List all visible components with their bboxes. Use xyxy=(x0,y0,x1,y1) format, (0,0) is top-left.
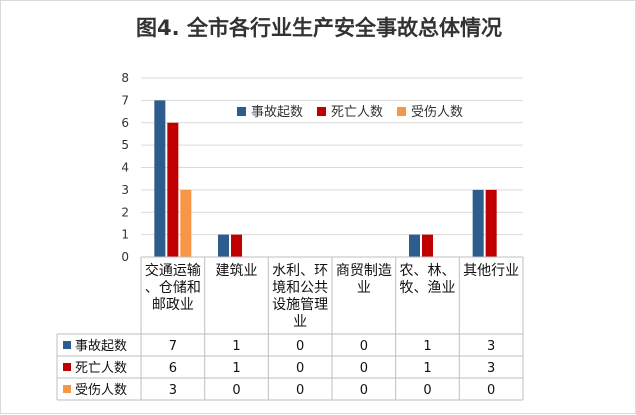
category-label: 邮政业 xyxy=(152,297,194,313)
category-label: 、仓储和 xyxy=(145,280,201,296)
row-header-label: 死亡人数 xyxy=(75,361,127,376)
table-value: 0 xyxy=(360,339,368,354)
table-value: 3 xyxy=(487,339,495,354)
y-tick-label: 4 xyxy=(121,161,129,175)
category-label: 境和公共 xyxy=(272,280,328,296)
bar xyxy=(218,234,229,257)
row-header-label: 受伤人数 xyxy=(75,383,127,398)
y-tick-label: 6 xyxy=(121,116,129,130)
bar xyxy=(231,234,242,257)
category-label: 牧、渔业 xyxy=(400,280,456,296)
table-value: 0 xyxy=(296,361,304,376)
y-tick-label: 1 xyxy=(121,228,129,242)
table-value: 0 xyxy=(423,383,431,398)
y-tick-label: 2 xyxy=(121,205,129,219)
table-value: 3 xyxy=(487,361,495,376)
legend-swatch xyxy=(397,107,406,116)
bar xyxy=(180,189,192,257)
table-value: 1 xyxy=(423,361,431,376)
table-value: 0 xyxy=(296,383,304,398)
bar xyxy=(422,234,433,257)
table-value: 3 xyxy=(169,383,177,398)
table-value: 0 xyxy=(487,383,495,398)
y-tick-label: 5 xyxy=(121,138,129,152)
category-label: 建筑业 xyxy=(216,263,258,279)
y-tick-label: 7 xyxy=(121,93,129,107)
row-header-swatch xyxy=(63,363,71,371)
table-value: 0 xyxy=(360,361,368,376)
legend-label: 死亡人数 xyxy=(331,105,383,120)
y-tick-label: 3 xyxy=(121,183,129,197)
table-value: 0 xyxy=(296,339,304,354)
bar xyxy=(409,234,420,257)
legend-label: 受伤人数 xyxy=(411,105,463,120)
category-label: 商贸制造 xyxy=(336,263,392,279)
legend-label: 事故起数 xyxy=(251,105,303,120)
bar xyxy=(485,189,497,257)
category-label: 业 xyxy=(357,280,371,296)
table-value: 0 xyxy=(232,383,240,398)
table-value: 6 xyxy=(169,361,177,376)
table-value: 1 xyxy=(232,339,240,354)
row-header-label: 事故起数 xyxy=(75,339,127,354)
y-tick-label: 0 xyxy=(121,250,129,264)
category-label: 其他行业 xyxy=(463,263,519,279)
legend-swatch xyxy=(237,107,246,116)
category-label: 业 xyxy=(293,314,307,330)
bar xyxy=(154,100,166,257)
row-header-swatch xyxy=(63,341,71,349)
legend-swatch xyxy=(317,107,326,116)
table-value: 1 xyxy=(232,361,240,376)
bar xyxy=(472,189,484,257)
y-tick-label: 8 xyxy=(121,71,129,85)
category-label: 农、林、 xyxy=(400,263,456,279)
chart-title: 图4. 全市各行业生产安全事故总体情况 xyxy=(136,16,502,40)
category-label: 交通运输 xyxy=(145,262,201,279)
bar xyxy=(167,122,179,257)
row-header-swatch xyxy=(63,385,71,393)
table-value: 7 xyxy=(169,339,177,354)
category-label: 设施管理 xyxy=(272,297,328,313)
table-value: 1 xyxy=(423,339,431,354)
category-label: 水利、环 xyxy=(272,263,328,279)
table-value: 0 xyxy=(360,383,368,398)
